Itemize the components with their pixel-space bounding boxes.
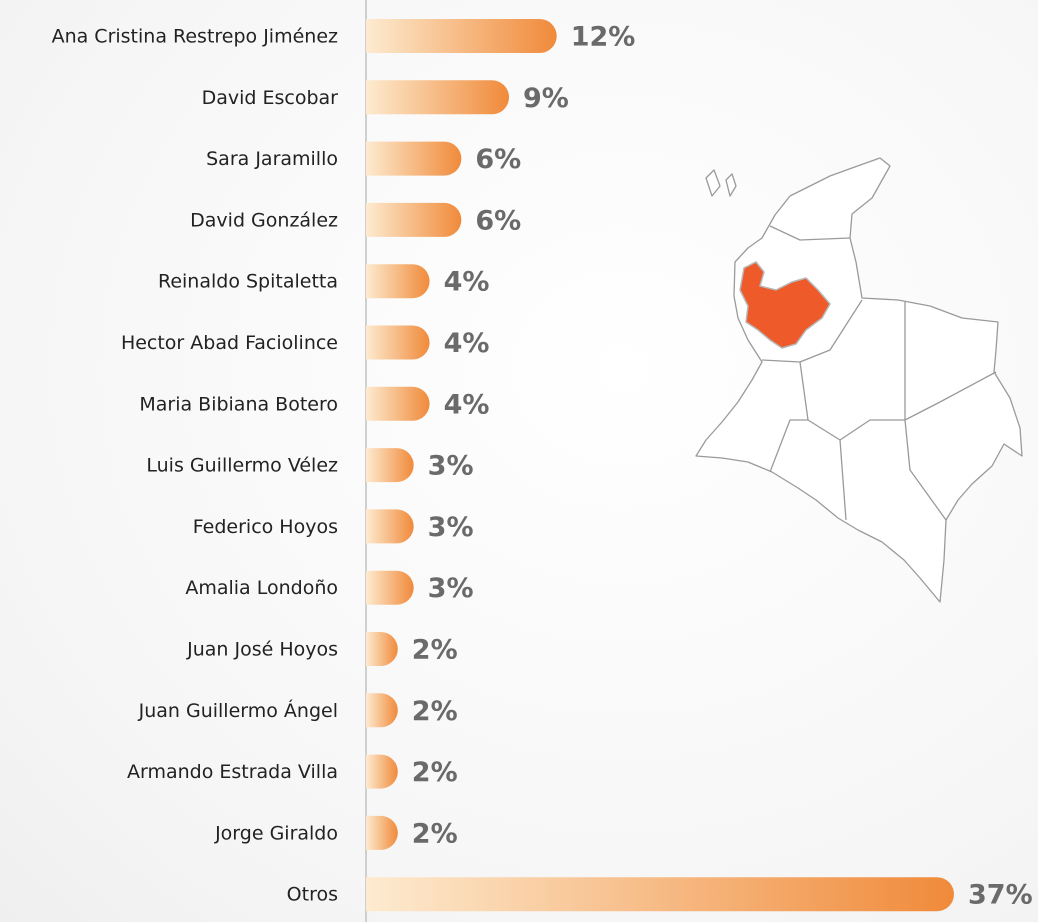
bar — [366, 19, 557, 53]
bar — [366, 202, 462, 237]
value-label: 3% — [428, 512, 474, 543]
value-label: 2% — [412, 818, 458, 849]
value-label: 4% — [444, 328, 490, 359]
bar — [366, 877, 955, 912]
value-label: 4% — [444, 267, 490, 298]
bar — [366, 80, 510, 115]
map — [695, 157, 1023, 603]
value-label: 37% — [968, 880, 1033, 911]
category-label: Armando Estrada Villa — [127, 761, 338, 783]
category-label: Luis Guillermo Vélez — [146, 455, 338, 477]
bar — [366, 448, 414, 483]
value-label: 6% — [475, 144, 521, 175]
category-label: Reinaldo Spitaletta — [158, 271, 338, 293]
bar — [366, 754, 398, 789]
value-label: 3% — [428, 451, 474, 482]
value-label: 2% — [412, 757, 458, 788]
category-label: Jorge Giraldo — [214, 822, 338, 844]
bar — [366, 141, 462, 176]
value-label: 6% — [475, 205, 521, 236]
category-label: David González — [190, 209, 338, 231]
value-label: 3% — [428, 573, 474, 604]
highlighted-region — [739, 261, 831, 349]
value-label: 12% — [571, 22, 636, 53]
category-label: Ana Cristina Restrepo Jiménez — [52, 26, 338, 48]
bar — [366, 325, 430, 360]
category-label: Sara Jaramillo — [206, 148, 338, 170]
category-label: David Escobar — [202, 87, 339, 109]
category-label: Federico Hoyos — [193, 516, 338, 538]
category-label: Maria Bibiana Botero — [139, 393, 338, 415]
bar — [366, 509, 414, 544]
bar — [366, 386, 430, 421]
bar — [366, 632, 398, 666]
bar — [366, 693, 398, 728]
category-label: Otros — [287, 884, 338, 906]
category-label: Hector Abad Faciolince — [121, 332, 338, 354]
bar — [366, 570, 414, 605]
bar — [366, 815, 398, 850]
category-label: Juan José Hoyos — [186, 639, 338, 661]
value-label: 9% — [523, 83, 569, 114]
bar — [366, 264, 430, 299]
value-label: 2% — [412, 635, 458, 666]
category-label: Amalia Londoño — [185, 577, 338, 599]
category-label: Juan Guillermo Ángel — [138, 699, 338, 722]
value-label: 2% — [412, 696, 458, 727]
value-label: 4% — [444, 389, 490, 420]
